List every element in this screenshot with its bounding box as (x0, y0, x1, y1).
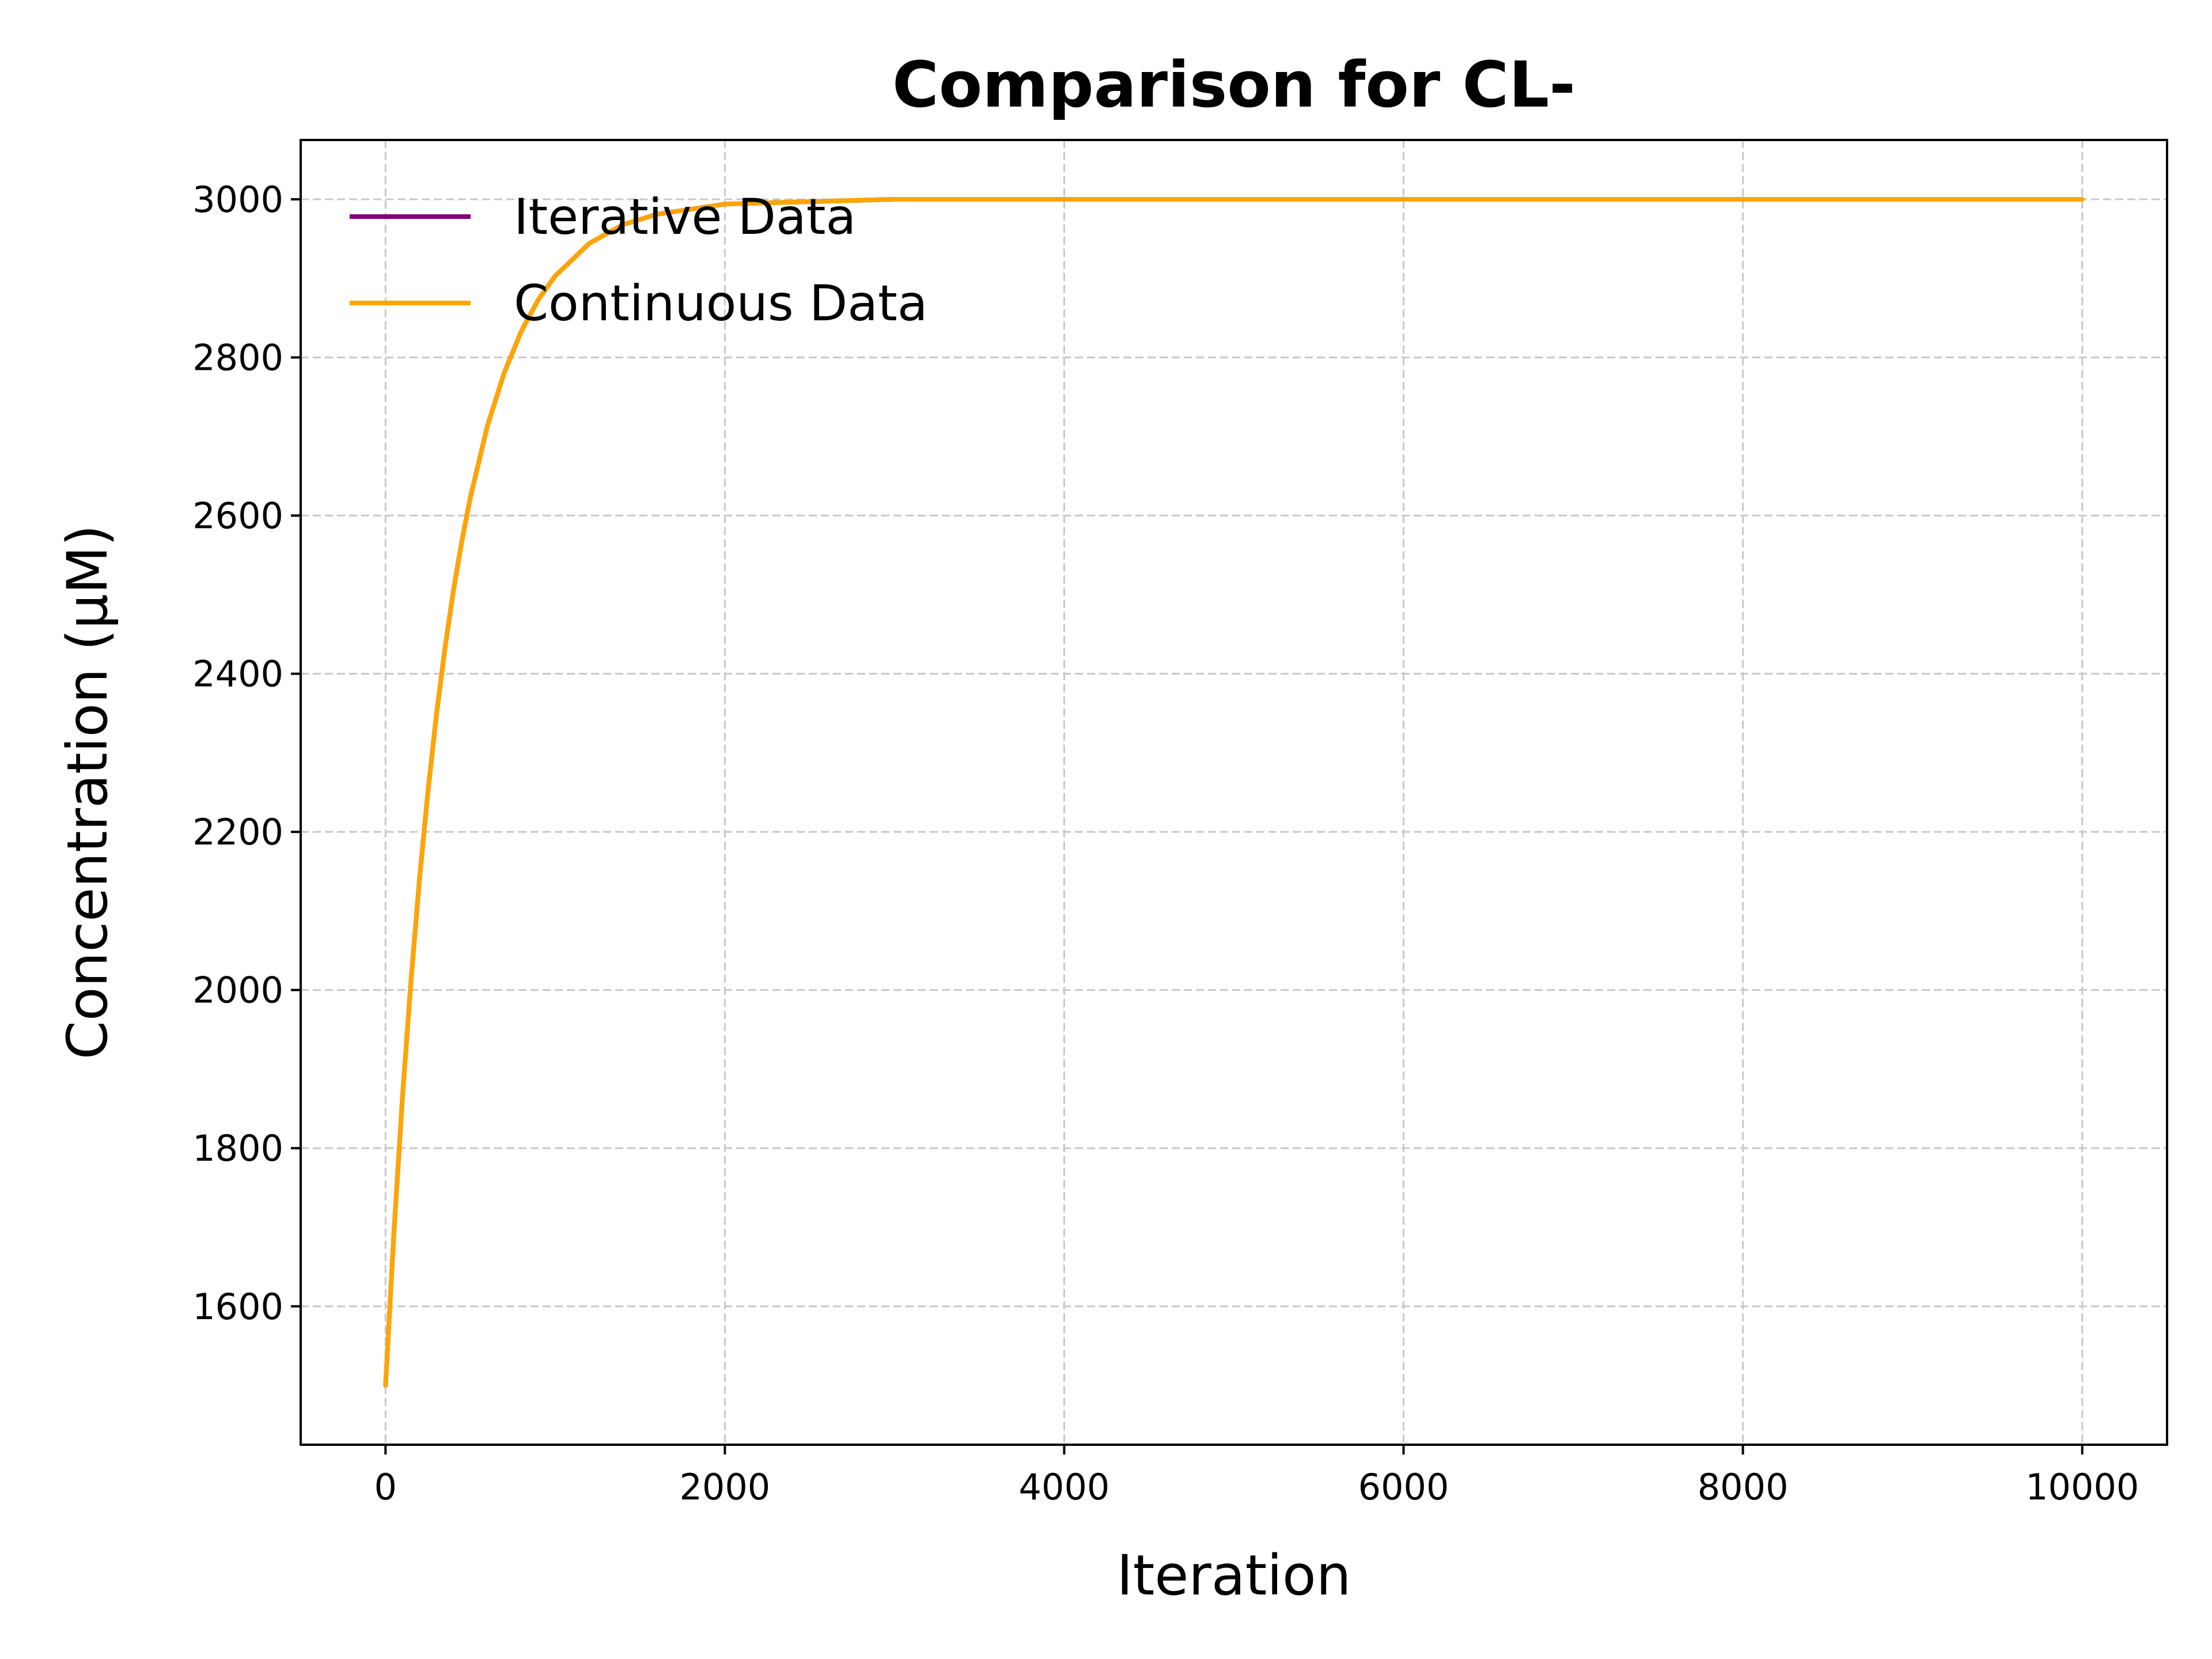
y-tick-label: 2800 (192, 337, 283, 379)
x-axis-label: Iteration (1116, 1543, 1351, 1608)
axis-ticks: 0 2000 4000 6000 8000 10000 1600 1800 2000 2200 24… (192, 179, 2139, 1508)
y-tick-label: 2000 (192, 969, 283, 1012)
y-tick-label: 2600 (192, 495, 283, 537)
x-tick-label: 10000 (2025, 1466, 2139, 1508)
x-tick-label: 4000 (1019, 1466, 1110, 1508)
x-tick-label: 2000 (679, 1466, 770, 1508)
legend-label-continuous-data: Continuous Data (514, 275, 927, 332)
y-tick-label: 2200 (192, 811, 283, 853)
series-layer (383, 197, 2085, 1388)
series-line-continuous-data (383, 197, 2085, 1388)
legend: Iterative Data Continuous Data (350, 188, 927, 332)
y-tick-label: 2400 (192, 653, 283, 695)
x-tick-label: 6000 (1358, 1466, 1449, 1508)
plot-frame (300, 139, 2168, 1446)
x-tick-label: 8000 (1698, 1466, 1789, 1508)
y-tick-label: 1800 (192, 1127, 283, 1169)
y-tick-label: 3000 (192, 179, 283, 221)
y-tick-label: 1600 (192, 1286, 283, 1328)
x-tick-label: 0 (374, 1466, 397, 1508)
y-axis-label: Concentration (μM) (55, 525, 120, 1059)
chart-title: Comparison for CL- (892, 48, 1575, 122)
legend-label-iterative-data: Iterative Data (514, 188, 856, 246)
